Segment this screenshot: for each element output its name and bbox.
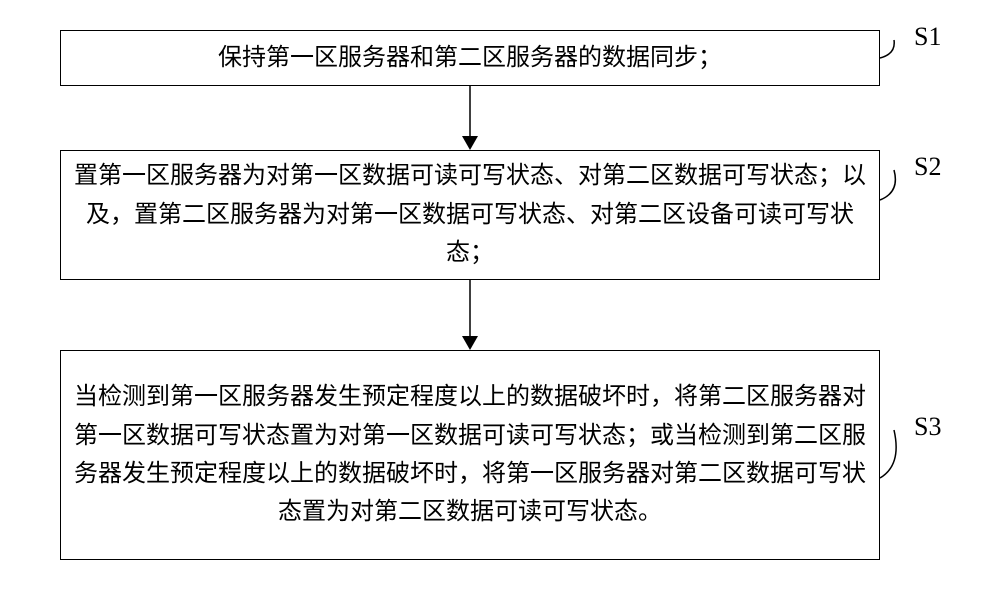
flowchart-arrow xyxy=(450,86,490,150)
flowchart-arrow xyxy=(450,280,490,350)
flowchart-step-label-s3: S3 xyxy=(914,412,964,442)
flowchart-node-s1: 保持第一区服务器和第二区服务器的数据同步； xyxy=(60,30,880,86)
flowchart-node-s2: 置第一区服务器为对第一区数据可读可写状态、对第二区数据可写状态；以及，置第二区服… xyxy=(60,150,880,280)
flowchart-label-connector xyxy=(876,166,904,204)
flowchart-node-text: 保持第一区服务器和第二区服务器的数据同步； xyxy=(73,39,867,77)
flowchart-node-text: 置第一区服务器为对第一区数据可读可写状态、对第二区数据可写状态；以及，置第二区服… xyxy=(73,157,867,272)
flowchart-step-label-s1: S1 xyxy=(914,22,964,52)
flowchart-node-text: 当检测到第一区服务器发生预定程度以上的数据破坏时，将第二区服务器对第一区数据可写… xyxy=(73,378,867,532)
flowchart-label-connector xyxy=(876,426,906,482)
flowchart-step-label-s2: S2 xyxy=(914,152,964,182)
flowchart-node-s3: 当检测到第一区服务器发生预定程度以上的数据破坏时，将第二区服务器对第一区数据可写… xyxy=(60,350,880,560)
